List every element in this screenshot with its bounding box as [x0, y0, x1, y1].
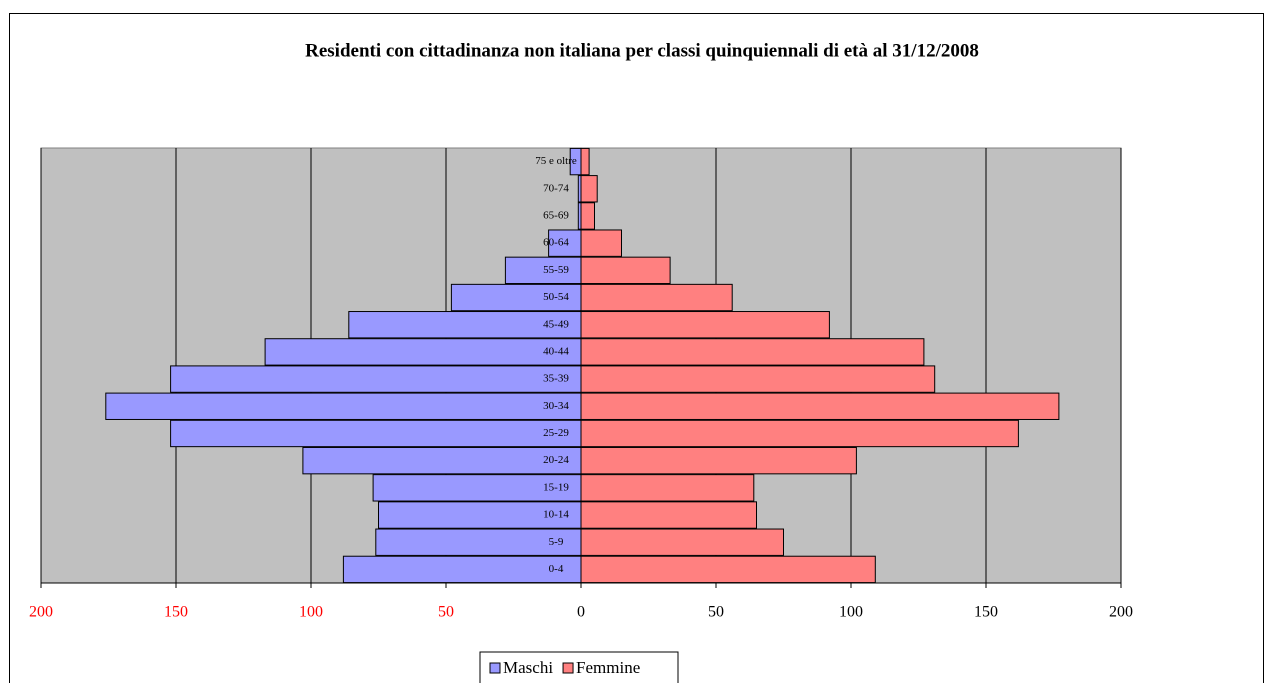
- bar: [105, 392, 582, 420]
- bar: [372, 474, 582, 502]
- category-label: 75 e oltre: [535, 155, 577, 167]
- bar: [450, 283, 582, 312]
- bar: [580, 338, 925, 366]
- bar: [504, 256, 582, 285]
- category-label: 55-59: [543, 264, 569, 276]
- bar: [548, 229, 582, 257]
- legend-swatch: [562, 662, 574, 674]
- x-tick-label: 150: [164, 604, 188, 621]
- bar: [302, 446, 582, 475]
- x-tick-label: 50: [708, 604, 724, 621]
- x-tick-label: 200: [1109, 604, 1133, 621]
- bar: [170, 419, 582, 448]
- category-label: 40-44: [543, 345, 569, 357]
- category-label: 25-29: [543, 427, 569, 439]
- legend-label: Femmine: [576, 658, 640, 677]
- bar: [580, 528, 784, 556]
- x-tick-label: 0: [577, 604, 585, 621]
- category-label: 5-9: [549, 536, 564, 548]
- bar: [580, 419, 1019, 448]
- bar: [580, 555, 876, 584]
- legend-label: Maschi: [503, 658, 553, 677]
- bar: [580, 365, 936, 393]
- bar: [348, 311, 582, 339]
- bar: [580, 175, 598, 203]
- category-label: 0-4: [549, 563, 564, 575]
- bar: [580, 229, 622, 257]
- category-label: 65-69: [543, 210, 569, 222]
- category-label: 15-19: [543, 481, 569, 493]
- bar: [580, 501, 757, 529]
- legend-swatch: [489, 662, 501, 674]
- bar: [264, 338, 582, 366]
- x-tick-label: 50: [438, 604, 454, 621]
- x-tick-label: 200: [29, 604, 53, 621]
- bar: [580, 392, 1060, 420]
- category-label: 70-74: [543, 182, 569, 194]
- bar: [170, 365, 582, 393]
- bar: [378, 501, 582, 529]
- bar: [580, 147, 590, 176]
- bar: [580, 311, 830, 339]
- category-label: 10-14: [543, 509, 569, 521]
- legend-box: [479, 651, 679, 685]
- bar: [580, 202, 595, 230]
- category-label: 35-39: [543, 373, 569, 385]
- bar: [375, 528, 582, 556]
- category-label: 60-64: [543, 237, 569, 249]
- bar: [580, 283, 733, 312]
- bar: [580, 446, 857, 475]
- x-tick-label: 100: [299, 604, 323, 621]
- bar: [342, 555, 582, 584]
- category-label: 50-54: [543, 291, 569, 303]
- chart-title: Residenti con cittadinanza non italiana …: [305, 40, 979, 61]
- bar: [580, 256, 671, 285]
- x-tick-label: 150: [974, 604, 998, 621]
- category-label: 30-34: [543, 400, 569, 412]
- x-tick-label: 100: [839, 604, 863, 621]
- category-label: 20-24: [543, 454, 569, 466]
- bar: [580, 474, 755, 502]
- category-label: 45-49: [543, 318, 569, 330]
